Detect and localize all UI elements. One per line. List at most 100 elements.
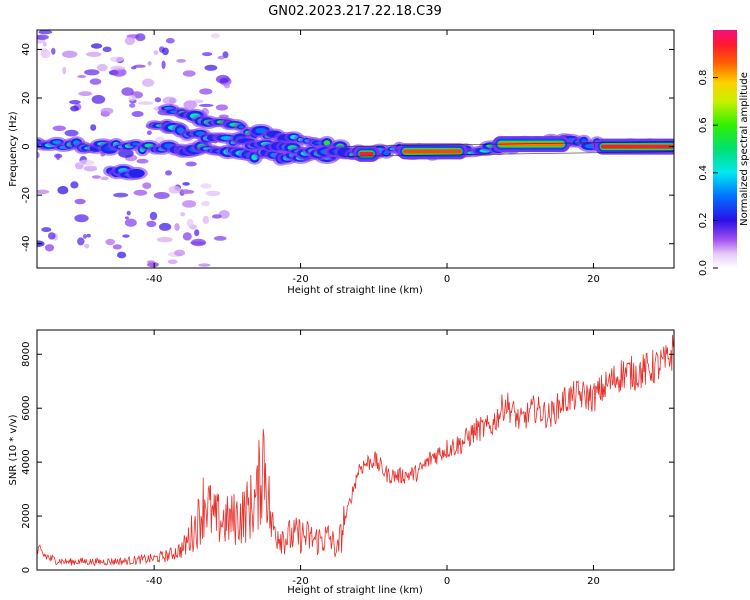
spectrogram-ridge-outline	[344, 151, 674, 157]
spectrogram-noise-blob	[190, 238, 207, 247]
spectrogram-noise-blob	[90, 124, 97, 131]
spectrogram-noise-blob	[51, 47, 56, 55]
spectrogram-noise-blob	[77, 237, 85, 246]
spectrogram-noise-blob	[89, 78, 102, 85]
spectrogram-noise-blob	[122, 234, 130, 238]
spectrogram-noise-blob	[215, 104, 228, 111]
snr-panel: -40 -20 0 20 0 2000 4000 6000 8000 Height of str…	[8, 329, 675, 596]
spectrogram-noise-blob	[183, 100, 197, 110]
spectrogram-noise-blob	[91, 94, 106, 104]
spectrogram-noise-blob	[42, 41, 47, 47]
snr-xlabel: Height of straight line (km)	[287, 585, 423, 596]
spectrogram-xtick-label: -20	[292, 274, 308, 285]
spectrogram-noise-blob	[133, 189, 148, 196]
spectrogram-noise-blob	[38, 30, 53, 35]
spectrogram-noise-blob	[78, 91, 93, 97]
spectrogram-noise-blob	[146, 220, 157, 228]
spectrogram-noise-blob	[161, 47, 169, 56]
colorbar-tick-label: 0.8	[698, 70, 709, 86]
spectrogram-noise-blob	[131, 111, 144, 117]
spectrogram-ylabel: Frequency (Hz)	[8, 111, 19, 187]
spectrogram-noise-blob	[182, 232, 192, 241]
spectrogram-noise-blob	[44, 244, 55, 252]
spectrogram-noise-blob	[61, 50, 78, 58]
spectrogram-noise-blob	[130, 66, 137, 70]
spectrogram-noise-blob	[86, 233, 91, 238]
spectrogram-noise-blob	[146, 130, 152, 135]
spectrogram-noise-blob	[128, 95, 136, 101]
spectrogram-noise-blob	[74, 198, 86, 205]
spectrogram-xtick-label: 20	[587, 274, 600, 285]
spectrogram-noise-blob	[142, 78, 155, 87]
spectrogram-noise-blob	[64, 129, 79, 137]
spectrogram-noise-blob	[100, 107, 114, 115]
spectrogram-noise-blob	[149, 211, 158, 221]
spectrogram-noise-blob	[96, 63, 108, 72]
spectrogram-noise-blob	[110, 65, 126, 71]
spectrogram-noise-blob	[186, 218, 194, 228]
spectrogram-noise-blob	[162, 96, 177, 105]
spectrogram-noise-blob	[165, 170, 172, 176]
spectrogram-ridge-core	[52, 140, 62, 144]
snr-xtick-label: 0	[444, 576, 450, 587]
spectrogram-noise-blob	[147, 61, 152, 66]
spectrogram-noise-blob	[74, 214, 89, 223]
spectrogram-noise-blob	[219, 78, 229, 83]
spectrogram-noise-blob	[112, 244, 122, 250]
spectrogram-noise-blob	[62, 66, 67, 75]
snr-series-line	[37, 334, 674, 567]
colorbar-tick-label: 0.2	[698, 212, 709, 228]
spectrogram-noise-blob	[138, 101, 154, 105]
spectrogram-noise-blob	[40, 49, 51, 59]
spectrogram-ytick-label: 40	[21, 43, 32, 56]
spectrogram-noise-blob	[161, 60, 166, 69]
figure-title: GN02.2023.217.22.18.C39	[268, 4, 442, 19]
spectrogram-noise-blob	[182, 200, 197, 208]
spectrogram-noise-blob	[168, 185, 181, 194]
spectrogram-noise-blob	[180, 212, 186, 217]
spectrogram-noise-blob	[167, 259, 178, 265]
spectrogram-noise-blob	[154, 97, 162, 103]
snr-xtick-label: -20	[292, 576, 308, 587]
spectrogram-noise-blob	[100, 176, 109, 181]
spectrogram-noise-blob	[83, 165, 98, 172]
spectrogram-noise-blob	[102, 46, 112, 53]
spectrogram-noise-blob	[126, 210, 131, 216]
spectrogram-frame	[36, 29, 675, 269]
spectrogram-ridge-outline	[344, 141, 674, 147]
spectrogram-noise-blob	[91, 175, 102, 179]
colorbar-tick-label: 0.6	[698, 117, 709, 133]
spectrogram-noise-blob	[124, 218, 137, 227]
spectrogram-noise-blob	[174, 223, 180, 231]
spectrogram-noise-blob	[182, 70, 196, 77]
colorbar-tick-label: 0.0	[698, 260, 709, 276]
spectrogram-noise-blob	[202, 52, 213, 57]
spectrogram-noise-blob	[199, 103, 214, 107]
spectrogram-noise-blob	[113, 192, 129, 198]
spectrogram-band-core	[359, 151, 374, 156]
spectrogram-noise-blob	[48, 232, 56, 240]
spectrogram-noise-blob	[124, 216, 129, 220]
spectrogram-noise-blob	[82, 234, 87, 239]
spectrogram-noise-blob	[121, 87, 134, 96]
colorbar: 0.0 0.2 0.4 0.6 0.8 Normalized spectral ampl…	[698, 30, 750, 276]
spectrogram-noise-blob	[105, 238, 115, 246]
snr-ytick-label: 4000	[21, 449, 32, 474]
spectrogram-noise-blob	[136, 158, 149, 164]
spectrogram-noise-blob	[117, 251, 127, 259]
colorbar-gradient	[713, 30, 737, 268]
spectrogram-noise-blob	[202, 215, 210, 225]
spectrogram-panel: -40 -20 0 20 -40 -20 0 20 40 Height of straight …	[8, 29, 675, 296]
spectrogram-noise-blob	[135, 33, 146, 42]
colorbar-label: Normalized spectral amplitude	[739, 72, 750, 226]
spectrogram-noise-blob	[158, 222, 172, 231]
spectrogram-noise-blob	[37, 189, 50, 194]
spectrogram-noise-blob	[111, 68, 127, 77]
spectrogram-noise-blob	[174, 249, 186, 257]
spectrogram-noise-blob	[198, 263, 211, 267]
spectrogram-band-core	[600, 144, 674, 149]
spectrogram-noise-blob	[52, 125, 66, 132]
spectrogram-noise-blob	[200, 183, 212, 189]
spectrogram-xtick-label: 0	[444, 274, 450, 285]
